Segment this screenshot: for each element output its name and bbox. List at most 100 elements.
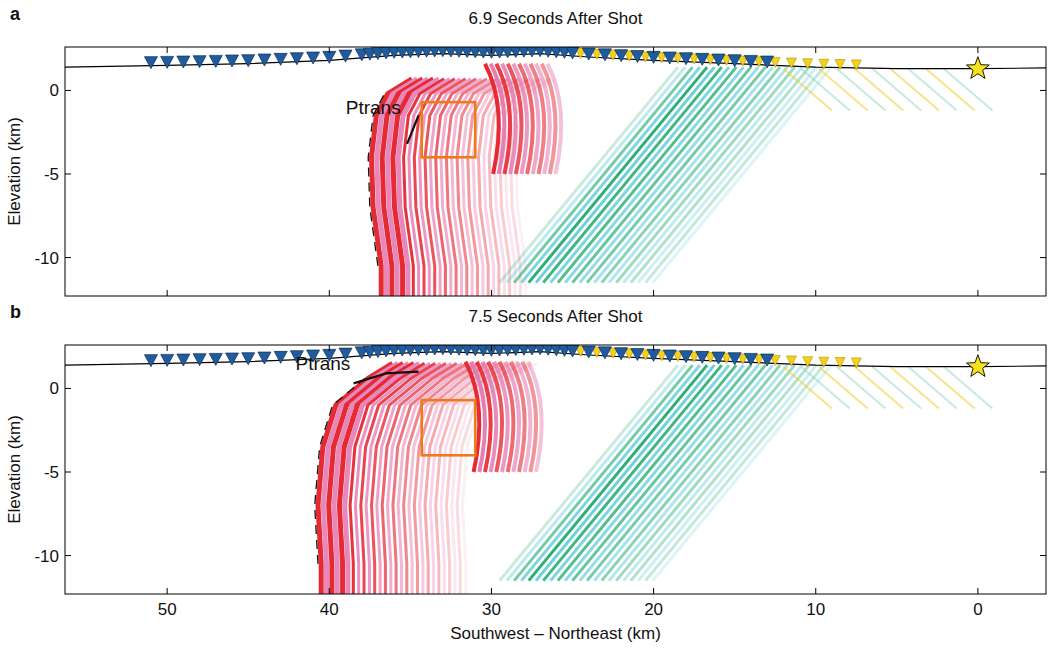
receiver — [290, 53, 303, 65]
s-wave-band — [558, 365, 736, 580]
receiver — [631, 51, 644, 63]
source — [967, 355, 990, 377]
x-tick — [653, 47, 654, 53]
receiver — [177, 354, 190, 366]
receiver — [663, 52, 676, 64]
receiver — [209, 353, 222, 365]
s-wave-band — [646, 365, 824, 580]
x-tick — [977, 345, 978, 351]
y-axis-title: Elevation (km) — [5, 415, 24, 524]
s-wave-band — [587, 67, 765, 283]
annotation: Ptrans — [295, 353, 350, 374]
receiver — [226, 353, 239, 365]
s-wave-band — [565, 67, 743, 283]
s-wave-band — [653, 67, 831, 283]
figure: Ptrans0-5-106.9 Seconds After ShotaEleva… — [0, 0, 1053, 656]
receiver — [696, 351, 709, 363]
secondary-receiver — [786, 356, 796, 366]
receiver — [712, 54, 725, 66]
receiver — [258, 352, 271, 364]
secondary-receiver — [819, 59, 829, 69]
secondary-receiver — [819, 357, 829, 367]
y-tick-label: -10 — [34, 547, 59, 566]
s-wave-band — [609, 365, 787, 580]
y-tick — [1040, 90, 1046, 91]
y-tick — [65, 257, 71, 258]
s-wave-band — [580, 67, 758, 283]
receiver — [193, 354, 206, 366]
s-wave-band — [543, 365, 721, 580]
surface-wave — [944, 367, 993, 409]
panel-title: 6.9 Seconds After Shot — [469, 9, 643, 28]
receiver — [582, 48, 595, 60]
receiver — [566, 345, 579, 357]
receiver — [712, 352, 725, 364]
s-wave-band — [536, 67, 714, 283]
x-tick — [815, 345, 816, 351]
x-tick — [491, 588, 492, 594]
receiver — [193, 56, 206, 68]
s-wave-band — [646, 67, 824, 283]
receiver — [242, 55, 255, 67]
surface-wave — [944, 69, 993, 111]
x-tick — [653, 345, 654, 351]
s-wave-band — [565, 365, 743, 580]
s-wave-band — [638, 67, 816, 283]
x-axis-title: Southwest – Northeast (km) — [450, 624, 661, 643]
x-tick — [815, 47, 816, 53]
frame — [65, 47, 1046, 296]
x-tick-label: 20 — [644, 600, 663, 619]
receiver — [728, 353, 741, 365]
s-wave-band — [631, 365, 809, 580]
s-wave-band — [551, 365, 729, 580]
receiver — [615, 50, 628, 62]
s-wave-band — [543, 67, 721, 283]
receiver — [647, 51, 660, 63]
secondary-receiver — [851, 60, 861, 70]
x-tick — [977, 290, 978, 296]
s-wave-band — [609, 67, 787, 283]
x-tick — [167, 588, 168, 594]
receiver — [161, 354, 174, 366]
receiver — [631, 349, 644, 361]
receiver — [744, 55, 757, 67]
receiver — [566, 47, 579, 59]
y-tick-label: 0 — [50, 379, 59, 398]
secondary-receiver — [851, 358, 861, 368]
receiver — [307, 52, 320, 64]
x-tick — [491, 290, 492, 296]
y-tick — [65, 174, 71, 175]
secondary-receiver — [835, 60, 845, 70]
x-tick-label: 30 — [482, 600, 501, 619]
receiver — [663, 350, 676, 362]
annotation-line — [407, 116, 418, 144]
x-tick — [653, 290, 654, 296]
x-tick — [977, 588, 978, 594]
receiver — [226, 55, 239, 67]
y-tick — [65, 90, 71, 91]
receiver — [582, 346, 595, 358]
receiver — [598, 347, 611, 359]
wavefield — [318, 362, 993, 594]
s-wave-band — [580, 365, 758, 580]
x-tick — [329, 588, 330, 594]
s-wave-band — [616, 365, 794, 580]
panel-letter: a — [10, 4, 21, 24]
receiver — [761, 56, 774, 68]
x-tick — [167, 47, 168, 53]
s-wave-band — [594, 67, 772, 283]
plot-area — [65, 47, 1046, 296]
receiver — [680, 351, 693, 363]
receiver — [615, 348, 628, 360]
receiver — [144, 355, 157, 367]
receiver — [177, 56, 190, 68]
receiver — [161, 56, 174, 68]
annotation-line — [354, 372, 419, 384]
region-box — [422, 400, 476, 455]
y-tick — [1040, 388, 1046, 389]
x-tick — [815, 290, 816, 296]
receiver — [274, 351, 287, 363]
x-tick-label: 50 — [158, 600, 177, 619]
receiver — [339, 50, 352, 62]
secondary-receiver — [803, 357, 813, 367]
